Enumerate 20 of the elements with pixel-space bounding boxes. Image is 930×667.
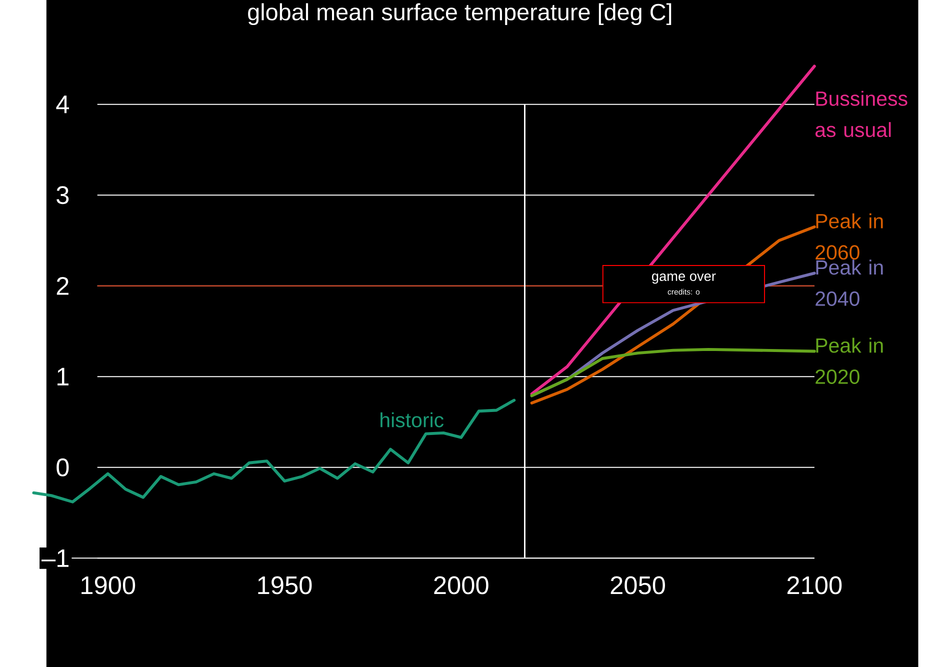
line-series: [32, 398, 516, 504]
series-label: Peak in 2060: [816, 213, 883, 260]
annotation: game over: [652, 273, 716, 284]
x-tick-label: 2000: [434, 576, 488, 594]
chart-title: global mean surface temperature [deg C]: [248, 3, 672, 26]
x-tick-label: 1950: [258, 576, 312, 594]
x-tick-label: 2100: [787, 576, 842, 594]
series-label: Bussiness as usual: [815, 90, 908, 138]
line-series: [530, 348, 816, 398]
series-label: Peak in 2020: [816, 338, 883, 384]
series-label: Peak in 2040: [816, 260, 883, 306]
y-tick-label: 2: [56, 276, 68, 295]
y-tick-label: 4: [56, 96, 69, 114]
x-tick-label: 2050: [610, 576, 665, 594]
series-label: historic: [380, 412, 444, 428]
y-tick-label: 1: [58, 368, 68, 386]
x-tick-label: 1900: [82, 576, 136, 594]
y-tick-label: 0: [56, 458, 69, 476]
y-tick-label: 3: [56, 186, 69, 204]
y-tick-label: –1: [42, 549, 68, 567]
